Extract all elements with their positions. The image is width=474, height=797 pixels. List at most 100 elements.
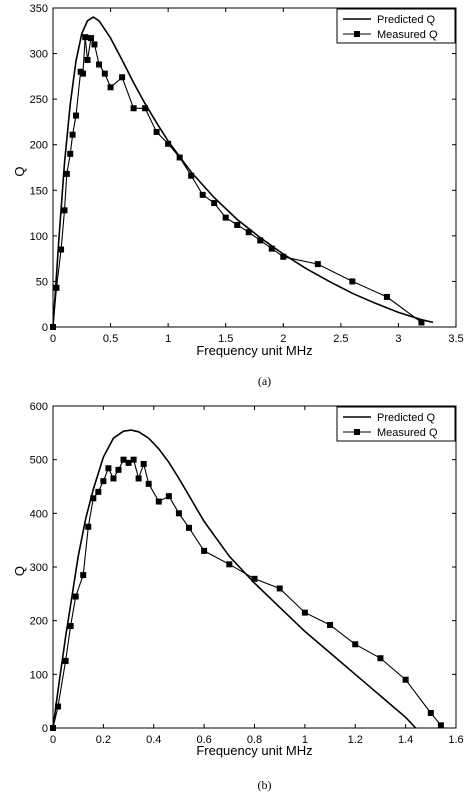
measured-q-point xyxy=(53,284,60,291)
measured-q-point xyxy=(268,245,275,252)
measured-q-point xyxy=(62,657,69,664)
x-tick-label: 1.6 xyxy=(448,734,463,746)
x-tick-label: 2.5 xyxy=(333,333,348,345)
measured-q-point xyxy=(280,253,287,260)
x-tick-label: 1.2 xyxy=(348,734,363,746)
measured-q-point xyxy=(165,140,172,147)
measured-q-point xyxy=(251,575,258,582)
measured-q-point xyxy=(327,621,334,628)
measured-q-point xyxy=(85,523,92,530)
measured-q-point xyxy=(301,609,308,616)
measured-q-point xyxy=(110,475,117,482)
measured-q-point xyxy=(79,70,86,77)
x-tick-label: 0 xyxy=(50,333,56,345)
y-tick-label: 250 xyxy=(30,94,48,106)
measured-q-point xyxy=(140,460,147,467)
x-tick-label: 3 xyxy=(395,333,401,345)
measured-q-point xyxy=(100,478,107,485)
legend-box xyxy=(336,8,456,44)
legend-entry-label: Predicted Q xyxy=(377,412,436,424)
x-tick-label: 0 xyxy=(50,734,56,746)
measured-q-line xyxy=(52,36,422,328)
measured-q-point xyxy=(377,655,384,662)
measured-q-point xyxy=(58,246,65,253)
measured-q-point xyxy=(67,150,74,157)
measured-q-point xyxy=(63,170,70,177)
measured-q-point xyxy=(437,722,444,729)
y-tick-label: 50 xyxy=(36,276,48,288)
y-tick-label: 150 xyxy=(30,185,48,197)
measured-q-point xyxy=(211,200,218,207)
measured-q-point xyxy=(67,623,74,630)
plot-frame xyxy=(52,7,457,328)
measured-q-point xyxy=(427,709,434,716)
measured-q-point xyxy=(61,207,68,214)
measured-q-point xyxy=(72,593,79,600)
y-tick-label: 600 xyxy=(30,401,48,413)
measured-q-point xyxy=(120,456,127,463)
measured-q-point xyxy=(87,35,94,42)
y-tick-label: 0 xyxy=(42,322,48,334)
measured-q-point xyxy=(199,191,206,198)
figure-caption: (a) xyxy=(258,374,271,388)
y-axis-label: Q xyxy=(12,166,27,176)
measured-q-point xyxy=(119,74,126,81)
y-tick-label: 500 xyxy=(30,455,48,467)
figure-caption: (b) xyxy=(258,778,272,792)
legend-entry-label: Measured Q xyxy=(377,29,438,41)
legend: Predicted Q Measured Q xyxy=(336,406,456,442)
measured-q-point xyxy=(69,131,76,138)
measured-q-point xyxy=(155,498,162,505)
measured-q-point xyxy=(115,466,122,473)
predicted-q-line xyxy=(52,16,434,328)
measured-q-point xyxy=(130,105,137,112)
y-tick-label: 0 xyxy=(42,723,48,735)
x-tick-label: 1 xyxy=(165,333,171,345)
x-tick-label: 3.5 xyxy=(448,333,463,345)
measured-q-point xyxy=(402,676,409,683)
measured-q-point xyxy=(234,221,241,228)
measured-q-point xyxy=(276,585,283,592)
legend-swatch-marker xyxy=(354,429,360,435)
legend-entry-label: Predicted Q xyxy=(377,14,436,26)
measured-q-point xyxy=(352,641,359,648)
measured-q-point xyxy=(314,261,321,268)
x-tick-label: 0.2 xyxy=(96,734,111,746)
y-tick-label: 100 xyxy=(30,231,48,243)
measured-q-point xyxy=(175,510,182,517)
measured-q-point xyxy=(90,495,97,502)
measured-q-point xyxy=(50,725,56,731)
chart-a: 0 0.5 1 1.5 2 2.5 3 3.5 0 50 100 150 200 250 300 350 Fre… xyxy=(12,3,464,388)
x-tick-label: 1.4 xyxy=(398,734,413,746)
measured-q-point xyxy=(55,703,62,710)
measured-q-point xyxy=(226,561,233,568)
x-tick-label: 0.4 xyxy=(146,734,161,746)
measured-q-point xyxy=(91,41,98,48)
y-tick-label: 350 xyxy=(30,3,48,15)
measured-q-point xyxy=(349,278,356,285)
measured-q-point xyxy=(201,547,208,554)
legend-box xyxy=(336,406,456,442)
measured-q-point xyxy=(135,475,142,482)
x-tick-label: 0.8 xyxy=(247,734,262,746)
plot-frame xyxy=(52,405,457,729)
measured-q-point xyxy=(418,319,425,326)
measured-q-point xyxy=(82,34,89,41)
measured-q-line xyxy=(52,458,442,729)
y-tick-label: 300 xyxy=(30,562,48,574)
x-tick-label: 0.6 xyxy=(196,734,211,746)
measured-q-point xyxy=(95,488,102,495)
y-tick-label: 100 xyxy=(30,669,48,681)
measured-q-point xyxy=(50,324,56,330)
measured-q-point xyxy=(73,112,80,119)
x-tick-label: 2 xyxy=(280,333,286,345)
x-tick-label: 1.5 xyxy=(218,333,233,345)
measured-q-point xyxy=(105,465,112,472)
y-tick-label: 200 xyxy=(30,616,48,628)
measured-q-point xyxy=(145,480,152,487)
measured-q-point xyxy=(107,84,114,91)
x-axis-label: Frequency unit MHz xyxy=(196,743,312,758)
measured-q-point xyxy=(222,214,229,221)
y-tick-label: 300 xyxy=(30,49,48,61)
